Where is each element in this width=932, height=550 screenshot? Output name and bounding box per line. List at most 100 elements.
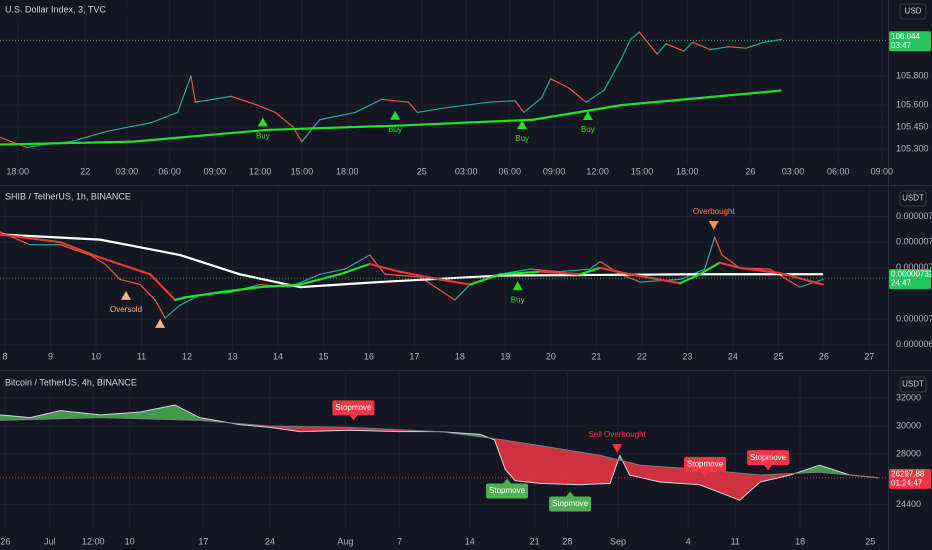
series-segment — [70, 130, 108, 143]
series-segment — [718, 261, 741, 269]
signal-label: Stopmove — [687, 459, 724, 468]
signal-box — [332, 400, 375, 416]
signal-label: Buy — [581, 125, 595, 134]
series-line — [0, 89, 782, 146]
x-tick-label: 06:00 — [498, 166, 521, 176]
series-segment — [174, 296, 187, 302]
unit-button[interactable] — [899, 190, 927, 207]
series-segment — [468, 273, 502, 286]
y-tick-label: 0.00000760 — [896, 237, 932, 247]
series-segment — [598, 266, 632, 276]
series-segment — [549, 78, 569, 89]
x-tick-label: 16 — [364, 351, 374, 361]
x-tick-label: 18:00 — [676, 166, 699, 176]
series-segment — [104, 263, 121, 281]
unit-button[interactable] — [899, 3, 927, 20]
signal-label: Oversold — [110, 305, 142, 314]
pane-title-bg — [0, 2, 150, 18]
x-tick-label: 06:00 — [827, 166, 850, 176]
series-segment — [603, 57, 623, 92]
signal-box — [486, 483, 529, 499]
series-segment — [256, 104, 276, 114]
series-segment — [369, 254, 386, 275]
series-segment — [656, 43, 667, 55]
x-tick-label: 26 — [745, 166, 755, 176]
signal-marker — [517, 120, 528, 130]
series-segment — [692, 41, 712, 51]
series-segment — [498, 270, 542, 276]
signal-marker — [612, 444, 623, 454]
signal-label: Stopmove — [750, 453, 787, 462]
x-tick-label: 17 — [409, 351, 419, 361]
x-tick-label: Jul — [44, 536, 56, 546]
series-segment — [384, 273, 421, 278]
series-segment — [368, 262, 401, 273]
x-tick-label: 18 — [795, 536, 805, 546]
series-segment — [338, 262, 371, 276]
x-tick-label: 24 — [728, 351, 738, 361]
series-segment — [416, 107, 445, 114]
signal-marker — [257, 117, 268, 127]
series-segment — [679, 273, 701, 285]
y-tick-label: 30000 — [896, 420, 921, 430]
x-tick-label: 10 — [125, 536, 135, 546]
series-segment — [665, 43, 685, 52]
series-segment — [298, 273, 341, 286]
signal-marker — [708, 220, 719, 230]
signal-label: Buy — [388, 125, 402, 134]
series-segment — [398, 270, 442, 281]
countdown-label: 01:24:47 — [891, 478, 923, 487]
series-segment — [184, 291, 222, 299]
signal-box — [747, 450, 790, 466]
x-tick-label: 12:00 — [249, 166, 272, 176]
series-segment — [319, 268, 346, 275]
signal-pointer — [503, 478, 512, 484]
x-tick-label: 11 — [137, 351, 146, 361]
signal-label: Buy — [515, 134, 529, 143]
series-segment — [443, 101, 489, 109]
last-price-label: 0.00000732 — [891, 270, 932, 279]
series-segment — [119, 278, 141, 286]
series-segment — [620, 38, 632, 60]
unit-label[interactable]: USD — [905, 7, 922, 16]
signal-label: Buy — [256, 131, 270, 140]
series-segment — [538, 270, 582, 276]
x-tick-label: 15:00 — [291, 166, 314, 176]
series-segment — [559, 268, 591, 273]
series-segment — [26, 143, 46, 149]
series-segment — [454, 283, 471, 301]
series-segment — [709, 46, 729, 51]
pane-title-bg — [0, 375, 150, 391]
x-tick-label: 25 — [865, 536, 875, 546]
unit-label[interactable]: USDT — [902, 194, 924, 203]
series-segment — [258, 283, 301, 289]
x-tick-label: 4 — [686, 536, 691, 546]
series-segment — [419, 276, 456, 301]
pane-title: SHIB / TetherUS, 1h, BINANCE — [5, 191, 131, 201]
unit-label[interactable]: USDT — [902, 380, 924, 389]
signal-label: Sell Overbought — [588, 430, 646, 439]
series-segment — [529, 268, 561, 273]
series-segment — [98, 256, 152, 276]
series-segment — [274, 111, 294, 128]
signal-marker — [582, 111, 593, 121]
series-segment — [704, 236, 716, 270]
last-price-badge — [889, 468, 931, 489]
series-segment — [523, 97, 543, 114]
signal-box — [549, 496, 592, 512]
x-tick-label: 03:00 — [116, 166, 139, 176]
unit-button[interactable] — [899, 376, 927, 393]
x-tick-label: 12 — [182, 351, 192, 361]
x-tick-label: 26 — [0, 536, 10, 546]
x-tick-label: 14 — [465, 536, 475, 546]
y-tick-label: 105.600 — [896, 100, 929, 110]
series-segment — [164, 304, 181, 319]
x-tick-label: 09:00 — [543, 166, 566, 176]
x-tick-label: 25 — [773, 351, 783, 361]
x-tick-label: 17 — [198, 536, 208, 546]
series-segment — [105, 122, 152, 133]
x-tick-label: 12:00 — [586, 166, 609, 176]
signal-pointer — [764, 465, 773, 471]
y-tick-label: 32000 — [896, 392, 921, 402]
x-tick-label: 10 — [91, 351, 101, 361]
